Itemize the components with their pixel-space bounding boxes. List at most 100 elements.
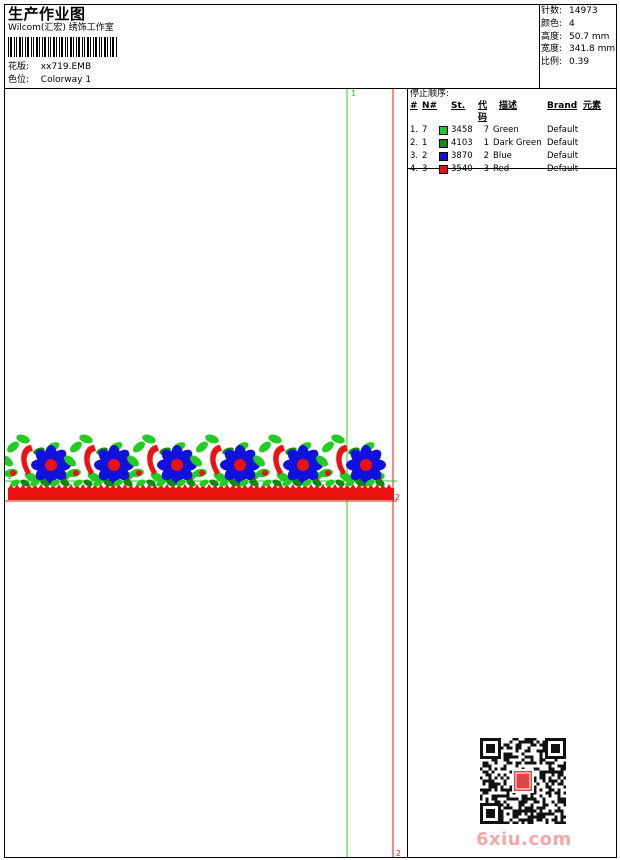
qr-module xyxy=(539,770,543,774)
band-scallop xyxy=(308,484,314,489)
band-scallop xyxy=(62,484,68,489)
qr-module xyxy=(542,740,546,744)
leaf xyxy=(190,455,202,467)
qr-module xyxy=(506,758,510,762)
qr-module xyxy=(533,776,537,780)
qr-module xyxy=(557,764,561,768)
band-scallop xyxy=(296,484,302,489)
row-description: Dark Green xyxy=(493,138,542,148)
qr-module xyxy=(536,800,540,804)
row-index: 1. xyxy=(410,125,419,135)
qr-module xyxy=(524,797,528,801)
barcode-bar xyxy=(116,37,117,57)
qr-module xyxy=(527,806,531,810)
qr-module xyxy=(488,767,492,771)
row-index: 4. xyxy=(410,164,419,174)
band-scallop xyxy=(218,484,224,489)
row-stitches: 4103 xyxy=(451,138,473,148)
band-scallop xyxy=(206,484,212,489)
barcode-bar xyxy=(33,37,34,57)
qr-module xyxy=(497,782,501,786)
company-name: Wilcom(汇宏) 绣饰工作室 xyxy=(8,23,114,33)
qr-module xyxy=(527,821,531,824)
qr-module xyxy=(536,812,540,816)
qr-module xyxy=(485,773,489,777)
qr-module xyxy=(530,803,534,807)
qr-module xyxy=(542,773,546,777)
row-code: 1 xyxy=(483,138,489,148)
flower-center xyxy=(45,459,57,471)
base-leaf xyxy=(113,479,123,487)
qr-module xyxy=(557,806,561,810)
qr-module xyxy=(539,788,543,792)
berry xyxy=(73,470,79,476)
qr-module xyxy=(530,755,534,759)
row-brand: Default xyxy=(547,164,579,174)
barcode-bar xyxy=(78,37,80,57)
col-description: 描述 xyxy=(499,101,518,111)
barcode-bar xyxy=(48,37,49,57)
qr-module xyxy=(521,821,525,824)
leaf xyxy=(7,441,19,453)
band-scallop xyxy=(362,484,368,489)
colorway-name: Colorway 1 xyxy=(40,75,92,85)
qr-module xyxy=(524,749,528,753)
row-description: Red xyxy=(493,164,510,174)
leaf xyxy=(127,455,139,467)
table-row: 4. 3 3540 3 Red Default xyxy=(409,163,617,176)
qr-module xyxy=(548,794,552,798)
qr-module xyxy=(551,782,555,786)
color-swatch xyxy=(439,165,451,174)
qr-module xyxy=(530,738,534,741)
qr-module xyxy=(536,782,540,786)
band-scallop xyxy=(8,484,14,489)
qr-module xyxy=(506,806,510,810)
band-scallop xyxy=(164,484,170,489)
qr-module xyxy=(557,773,561,777)
qr-module xyxy=(494,758,498,762)
barcode-bar xyxy=(87,37,89,57)
base-leaf xyxy=(199,479,209,487)
qr-module xyxy=(551,800,555,804)
qr-module xyxy=(548,761,552,765)
qr-module xyxy=(506,791,510,795)
row-stitches: 3458 xyxy=(451,125,473,135)
row-description: Blue xyxy=(493,151,512,161)
qr-module xyxy=(560,764,564,768)
qr-module xyxy=(491,758,495,762)
barcode-bar xyxy=(82,37,83,57)
qr-module xyxy=(536,767,540,771)
row-code: 3 xyxy=(483,164,489,174)
qr-module xyxy=(545,821,549,824)
red-marker-label-bottom: 2 xyxy=(396,849,401,857)
qr-module xyxy=(515,764,519,768)
qr-module xyxy=(554,758,558,762)
row-needle: 7 xyxy=(422,125,428,135)
barcode-bar xyxy=(104,37,106,57)
qr-module xyxy=(509,806,513,810)
base-leaf xyxy=(375,479,385,487)
qr-finder xyxy=(480,738,501,759)
red-curl xyxy=(147,445,159,475)
qr-module xyxy=(509,752,513,756)
band-scallop xyxy=(128,484,134,489)
qr-module xyxy=(503,773,507,777)
qr-module xyxy=(515,815,519,819)
qr-module xyxy=(542,770,546,774)
design-stats: 针数: 14973 颜色: 4 高度: 50.7 mm 宽度: 341.8 mm 比例:… xyxy=(541,5,615,69)
qr-module xyxy=(480,767,483,771)
qr-module xyxy=(563,800,566,804)
row-stitches: 3540 xyxy=(451,164,473,174)
qr-module xyxy=(548,785,552,789)
qr-module xyxy=(482,779,486,783)
base-leaf xyxy=(219,479,229,487)
band-scallop xyxy=(158,484,164,489)
band-scallop xyxy=(326,484,332,489)
qr-module xyxy=(488,779,492,783)
qr-module xyxy=(557,821,561,824)
qr-module xyxy=(536,806,540,810)
qr-module xyxy=(485,800,489,804)
qr-module xyxy=(506,821,510,824)
qr-module xyxy=(527,746,531,750)
qr-module xyxy=(530,806,534,810)
